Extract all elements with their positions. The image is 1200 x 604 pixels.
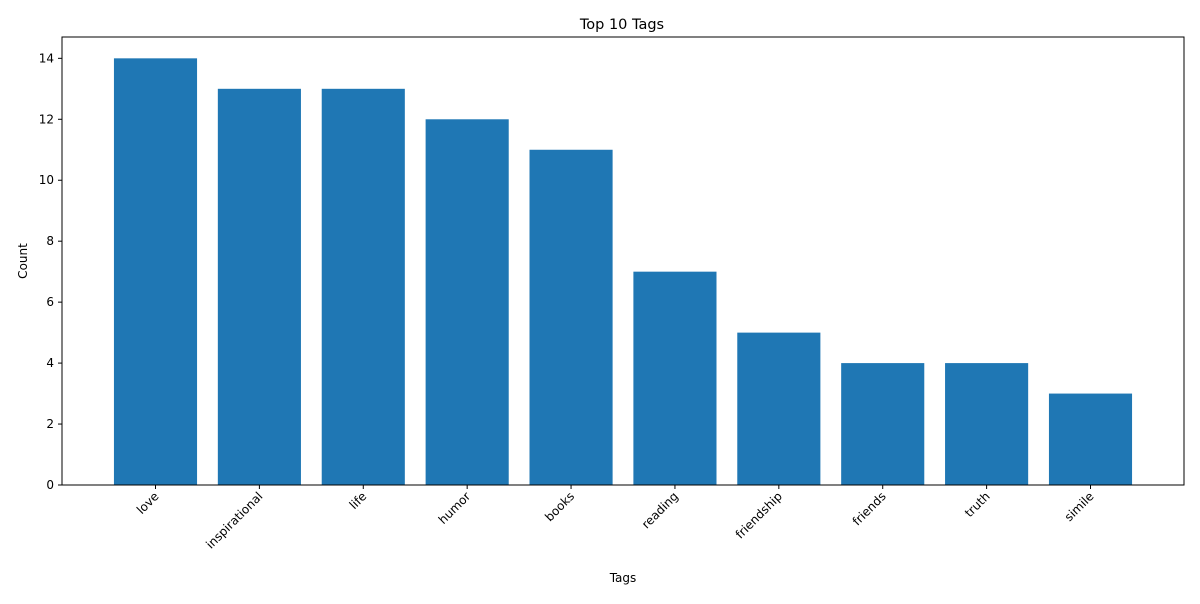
y-tick-label: 4 xyxy=(46,356,54,370)
bar-truth xyxy=(945,363,1029,485)
y-tick-label: 10 xyxy=(39,173,54,187)
bar-friendship xyxy=(737,332,821,485)
bar-life xyxy=(321,88,405,486)
bar-books xyxy=(529,149,613,485)
plot-frame xyxy=(61,36,1185,486)
chart-title: Top 10 Tags xyxy=(579,17,664,33)
x-tick-label: humor xyxy=(436,489,474,527)
x-tick-label: books xyxy=(542,489,577,524)
y-tick-label: 12 xyxy=(39,112,54,126)
x-tick-label: reading xyxy=(639,489,681,531)
x-tick-label: friends xyxy=(850,489,889,528)
x-tick-label: truth xyxy=(962,489,993,520)
bar-simile xyxy=(1048,393,1133,485)
bar-friends xyxy=(841,363,925,485)
x-tick-label: friendship xyxy=(733,489,785,541)
y-tick-label: 6 xyxy=(46,295,54,309)
x-tick-label: life xyxy=(347,489,370,512)
y-tick-label: 2 xyxy=(46,417,54,431)
x-axis-label: Tags xyxy=(609,571,637,585)
bar-love xyxy=(113,58,198,485)
x-tick-label: simile xyxy=(1062,489,1097,524)
bar-humor xyxy=(425,119,509,486)
x-tick-label: love xyxy=(134,489,162,517)
y-tick-label: 14 xyxy=(39,51,54,65)
y-axis-label: Count xyxy=(16,243,30,279)
bar-reading xyxy=(633,271,717,485)
bar-inspirational xyxy=(217,88,301,486)
bars-layer xyxy=(113,58,1133,486)
x-tick-label: inspirational xyxy=(203,489,265,551)
y-tick-label: 8 xyxy=(46,234,54,248)
y-axis-ticks: 0 2 4 6 8 10 12 14 xyxy=(39,51,62,492)
x-axis-ticks: love inspirational life humor books reading fr… xyxy=(134,485,1097,552)
y-tick-label: 0 xyxy=(46,478,54,492)
